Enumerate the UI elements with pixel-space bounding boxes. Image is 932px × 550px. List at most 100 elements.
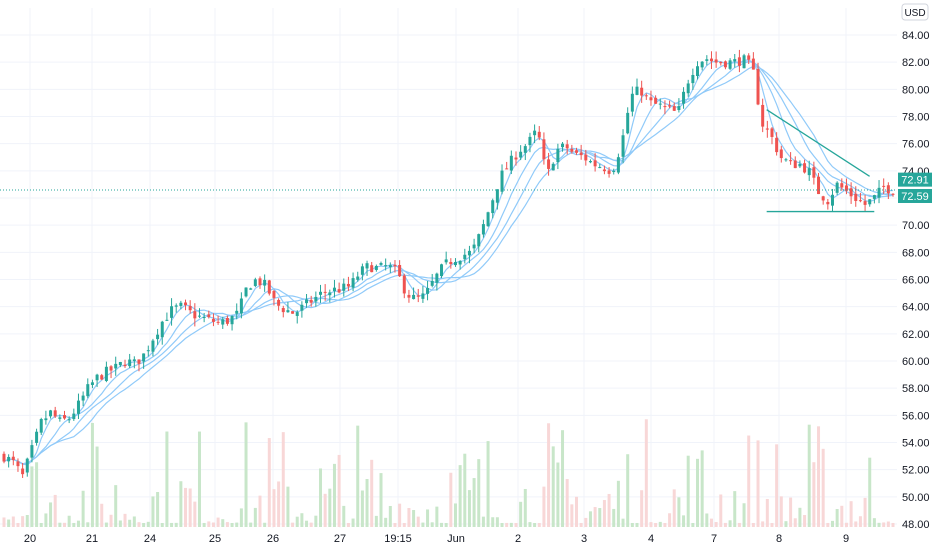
candle <box>467 245 471 264</box>
volume-bar <box>235 522 239 527</box>
y-tick-label: 58.00 <box>902 383 930 395</box>
price-axis[interactable] <box>897 0 932 550</box>
currency-badge[interactable]: USD <box>901 3 929 21</box>
candle-body <box>39 419 43 433</box>
candle <box>533 124 537 144</box>
volume-bar <box>477 459 481 527</box>
candle-body <box>714 59 718 63</box>
volume-bar <box>737 522 741 527</box>
x-axis-labels: 20 21 24 25 26 27 19:15 Jun 2 3 4 7 8 9 <box>24 533 849 545</box>
candle-body <box>761 104 765 127</box>
candle <box>863 194 867 211</box>
candle-body <box>775 137 779 153</box>
candle <box>677 98 681 113</box>
candle <box>440 263 444 279</box>
candle-body <box>95 374 99 381</box>
candle <box>25 457 29 477</box>
volume-bar <box>421 522 425 527</box>
candle-body <box>561 143 565 148</box>
volume-bar <box>593 507 597 527</box>
candle <box>588 159 592 164</box>
candle <box>100 373 104 381</box>
volume-bar <box>337 454 341 527</box>
candle <box>402 273 406 299</box>
y-tick-label: 52.00 <box>902 465 930 477</box>
candle <box>295 310 299 324</box>
candle-body <box>421 293 425 299</box>
candle <box>458 260 462 270</box>
candle <box>346 276 350 292</box>
volume-bar <box>709 518 713 527</box>
candle-body <box>793 160 797 169</box>
candle <box>598 163 602 169</box>
time-axis[interactable] <box>0 528 897 550</box>
candle <box>821 195 825 205</box>
candle <box>235 303 239 320</box>
volume-bar <box>528 522 532 527</box>
volume-bar <box>821 448 825 527</box>
candle-body <box>626 112 630 134</box>
trendline[interactable] <box>766 109 870 177</box>
candle <box>328 289 332 303</box>
volume-bar <box>561 430 565 527</box>
trendlines[interactable] <box>766 109 875 213</box>
candle <box>579 144 583 160</box>
volume-bar <box>440 522 444 527</box>
volume-bar <box>453 503 457 527</box>
candle <box>570 144 574 154</box>
volume-bar <box>332 463 336 527</box>
volume-bar <box>877 522 881 527</box>
candle-body <box>25 458 29 473</box>
candle <box>58 414 62 422</box>
candle <box>398 260 402 277</box>
candle-body <box>300 304 304 311</box>
candle-body <box>449 261 453 265</box>
candle-body <box>272 291 276 298</box>
candle-body <box>612 170 616 173</box>
candle-body <box>835 182 839 193</box>
candle <box>793 156 797 169</box>
volume-bar <box>188 488 192 527</box>
volume-bar <box>812 462 816 527</box>
candle-body <box>211 318 215 322</box>
candle <box>756 62 760 106</box>
candle <box>658 98 662 110</box>
candle <box>761 98 765 133</box>
candle-body <box>849 188 853 197</box>
volume-bar <box>90 422 94 527</box>
candle <box>607 167 611 178</box>
volume-bar <box>588 511 592 527</box>
volume-bar <box>351 518 355 527</box>
candle <box>858 192 862 203</box>
volume-bar <box>793 518 797 527</box>
candle <box>63 410 67 420</box>
candle <box>574 147 578 155</box>
candle <box>277 298 281 311</box>
price-tag: 72.59 <box>898 188 932 203</box>
volume-bar <box>435 506 439 527</box>
candle <box>421 285 425 303</box>
candle <box>547 152 551 176</box>
candle-body <box>58 417 62 419</box>
candle-body <box>295 312 299 316</box>
candle-body <box>817 176 821 195</box>
candle <box>682 87 686 109</box>
candle-body <box>663 106 667 108</box>
candle-body <box>416 295 420 297</box>
volume-bar <box>193 501 197 527</box>
volume-bar <box>123 513 127 527</box>
candle-body <box>635 86 639 95</box>
volume-bar <box>505 522 509 527</box>
candle-body <box>142 353 146 362</box>
volume-bar <box>388 505 392 527</box>
candle-body <box>430 280 434 286</box>
volume-bar <box>644 419 648 527</box>
volume-bar <box>16 522 20 527</box>
price-tag-bg <box>898 188 932 203</box>
volume-bar <box>374 515 378 527</box>
candle-body <box>863 201 867 205</box>
candle <box>830 188 834 212</box>
volume-bar <box>128 519 132 527</box>
candle-body <box>686 83 690 94</box>
